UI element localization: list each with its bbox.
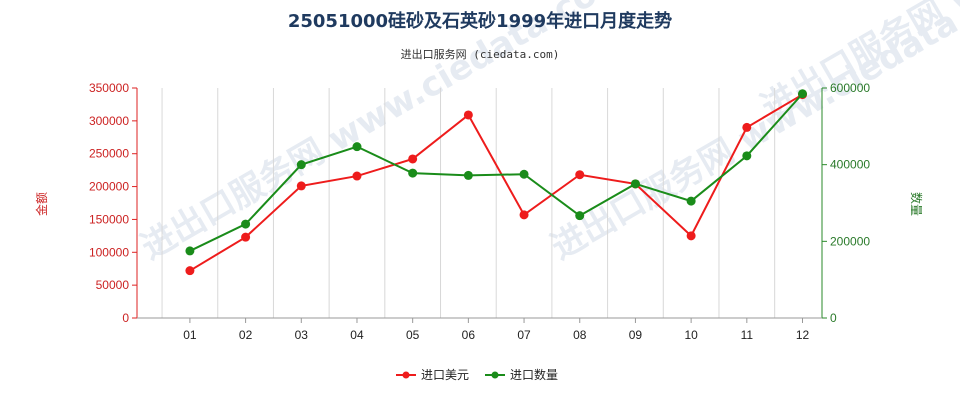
series-0-point — [742, 122, 752, 132]
series-0-point — [352, 171, 362, 181]
right-tick-label: 0 — [830, 311, 837, 325]
x-tick-label: 03 — [295, 328, 309, 342]
right-tick-label: 200000 — [830, 234, 870, 248]
x-tick-label: 09 — [629, 328, 643, 342]
series-layer — [185, 89, 808, 276]
series-1-point — [241, 219, 251, 229]
grid-lines — [161, 88, 776, 318]
series-0-point — [519, 210, 529, 220]
x-tick-label: 12 — [796, 328, 810, 342]
series-1-point — [408, 168, 418, 178]
chart-title: 25051000硅砂及石英砂1999年进口月度走势 — [288, 10, 672, 32]
series-0-point — [408, 154, 418, 164]
x-tick-label: 06 — [462, 328, 476, 342]
x-tick-label: 11 — [741, 328, 754, 342]
x-tick-label: 07 — [517, 328, 531, 342]
series-0-point — [463, 110, 473, 120]
series-1-point — [630, 179, 640, 189]
series-1-point — [296, 160, 306, 170]
right-tick-label: 600000 — [830, 81, 870, 95]
series-1-point — [798, 89, 808, 99]
series-0-point — [686, 231, 696, 241]
series-1-point — [185, 246, 195, 256]
legend-label-quantity: 进口数量 — [510, 367, 558, 382]
series-1-point — [463, 170, 473, 180]
series-0-point — [296, 181, 306, 191]
x-tick-label: 02 — [239, 328, 253, 342]
series-0-point — [185, 266, 195, 276]
series-line-0 — [189, 93, 804, 272]
x-tick-label: 08 — [573, 328, 587, 342]
series-1-point — [352, 142, 362, 152]
left-tick-label: 150000 — [89, 212, 129, 226]
series-1-point — [575, 211, 585, 221]
left-tick-label: 100000 — [89, 245, 129, 259]
left-tick-label: 50000 — [96, 278, 130, 292]
left-axis-label: 金额 — [34, 192, 49, 216]
left-axis-ticks: 0 50000 100000 150000 200000 250000 300000 3500… — [89, 81, 137, 325]
legend-item-usd[interactable]: 进口美元 — [396, 368, 469, 382]
legend-item-quantity[interactable]: 进口数量 — [485, 367, 558, 382]
watermark-text: 进出口服务网 www.ciedata.com — [755, 0, 960, 128]
legend-label-usd: 进口美元 — [421, 368, 469, 382]
series-line-1 — [189, 93, 804, 252]
x-tick-label: 05 — [406, 328, 420, 342]
left-tick-label: 0 — [122, 311, 129, 325]
x-tick-label: 10 — [684, 328, 698, 342]
series-1-point — [519, 169, 529, 179]
right-tick-label: 400000 — [830, 158, 870, 172]
series-1-point — [686, 196, 696, 206]
left-tick-label: 350000 — [89, 81, 129, 95]
chart-subtitle: 进出口服务网 (ciedata.com) — [401, 47, 560, 61]
series-1-point — [742, 151, 752, 161]
left-tick-label: 200000 — [89, 180, 129, 194]
series-0-point — [575, 170, 585, 180]
legend-marker-quantity — [491, 371, 499, 379]
series-0-point — [241, 232, 251, 242]
legend: 进口美元 进口数量 — [396, 367, 558, 382]
legend-marker-usd — [402, 371, 410, 379]
x-tick-label: 01 — [183, 328, 197, 342]
right-axis-label: 数量 — [909, 192, 924, 216]
left-tick-label: 250000 — [89, 147, 129, 161]
x-tick-label: 04 — [350, 328, 364, 342]
left-tick-label: 300000 — [89, 114, 129, 128]
right-axis-ticks: 0 200000 400000 600000 — [822, 81, 870, 325]
axes — [136, 88, 823, 319]
x-axis-ticks: 01 02 03 04 05 06 07 08 09 10 11 12 — [183, 318, 810, 342]
